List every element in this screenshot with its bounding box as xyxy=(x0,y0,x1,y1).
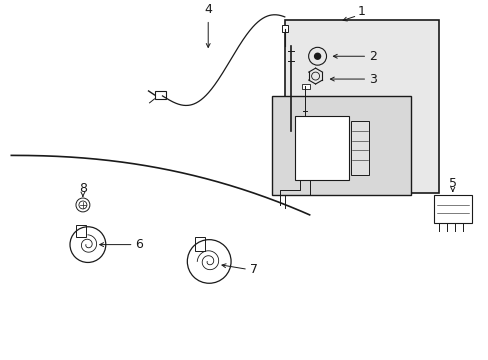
Text: 6: 6 xyxy=(135,238,143,251)
Text: 3: 3 xyxy=(368,73,376,86)
Text: 1: 1 xyxy=(357,5,365,18)
Text: 7: 7 xyxy=(249,263,258,276)
Text: 8: 8 xyxy=(79,181,87,195)
Text: 2: 2 xyxy=(368,50,376,63)
Text: 5: 5 xyxy=(448,177,456,190)
Bar xyxy=(284,19,438,193)
Bar xyxy=(433,195,471,223)
Bar xyxy=(294,116,349,180)
Circle shape xyxy=(314,53,320,59)
Bar xyxy=(301,84,309,89)
Bar xyxy=(271,96,410,195)
Text: 4: 4 xyxy=(204,3,212,16)
Bar xyxy=(154,91,166,99)
Bar xyxy=(351,121,368,175)
Bar xyxy=(76,225,86,237)
Bar xyxy=(195,237,205,251)
Bar xyxy=(281,24,287,32)
